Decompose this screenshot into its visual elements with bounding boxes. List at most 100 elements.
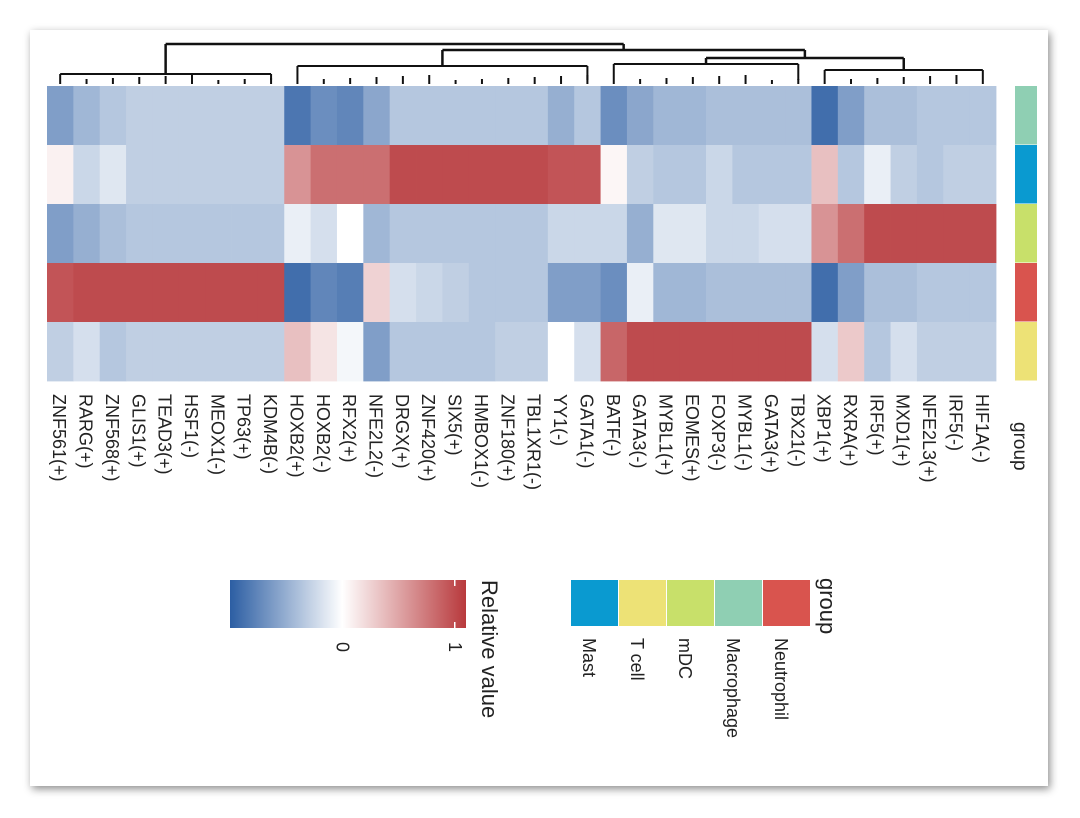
heat-cell [336,145,364,205]
heat-cell [416,145,443,205]
heat-cell [732,263,760,323]
heatmap-chart: ZNF561(+) RARG(+) ZNF568(+) GLIS1(+) TEAD3(+… [47,42,1037,738]
column-label: HSF1(-) [181,394,201,458]
heat-cell [969,263,997,323]
heat-cell [73,145,101,205]
heat-cell [416,204,443,264]
column-label: RXRA(+) [840,394,860,467]
group-legend-title: group [815,578,840,634]
heat-cell [47,263,74,323]
heat-cell [416,322,443,382]
heat-cell [73,86,101,146]
heat-cell [442,322,470,382]
column-label: SIX5(+) [445,394,465,456]
column-label: IRF5(-) [945,394,965,451]
heat-cell [600,145,628,205]
heat-cell [679,145,707,205]
heat-cell [837,145,865,205]
heat-cell [205,322,232,382]
heat-cell [99,263,127,323]
heat-cell [99,145,127,205]
heat-cell [495,322,522,382]
heat-cell [284,263,312,323]
group-legend-swatch [571,580,618,626]
heat-cell [732,322,760,382]
heat-cell [336,322,364,382]
heat-cell [284,86,312,146]
heat-cell [257,322,285,382]
heat-cell [600,263,628,323]
group-legend: group Neutrophil Macrophage mDC T cell Mast [571,578,840,738]
heat-cell [758,322,786,382]
heat-cell [626,204,654,264]
column-label: NFE2L3(+) [919,394,939,483]
heat-cell [416,86,443,146]
heat-cell [389,204,417,264]
column-label: MXD1(+) [893,394,913,467]
column-label: FOXP3(-) [708,394,728,471]
heat-cell [310,86,338,146]
heat-cell [205,204,232,264]
heat-cell [890,86,918,146]
heat-cell [152,322,180,382]
column-label: XBP1(+) [814,394,834,463]
colorbar-tick-label: 0 [332,642,352,652]
column-label: TEAD3(+) [155,394,175,475]
heat-cell [574,322,601,382]
heat-cell [969,322,997,382]
column-label: DRGX(+) [392,394,412,469]
heat-cell [916,322,944,382]
heat-cell [864,204,891,264]
heat-cell [785,263,812,323]
heat-cell [785,86,812,146]
heat-cell [521,145,549,205]
heat-cell [547,145,575,205]
group-bar-cell [1015,145,1037,204]
heat-cell [758,145,786,205]
heat-cell [758,263,786,323]
heat-cell [442,263,470,323]
heat-cell [574,263,601,323]
heat-cell [679,322,707,382]
heat-cell [152,263,180,323]
heat-cell [442,204,470,264]
heat-cell [679,86,707,146]
heat-cell [732,86,760,146]
column-label: TBX21(-) [787,394,807,467]
heat-cell [600,322,628,382]
heat-cell [890,145,918,205]
heat-cell [969,204,997,264]
heat-cell [811,263,839,323]
heat-cell [758,204,786,264]
column-label: GATA3(-) [629,394,649,468]
heat-cell [152,204,180,264]
heat-cell [732,145,760,205]
heat-cell [890,204,918,264]
column-label: MYBL1(-) [735,394,755,471]
heat-cell [600,86,628,146]
column-label: HOXB2(+) [286,394,306,478]
heat-cell [837,263,865,323]
heat-cell [231,204,259,264]
column-labels: ZNF561(+) RARG(+) ZNF568(+) GLIS1(+) TEAD3(+… [49,394,992,490]
heat-cell [389,145,417,205]
heat-cell [336,263,364,323]
heat-cell [943,204,971,264]
heat-cell [626,322,654,382]
heat-cell [574,204,601,264]
heat-cell [178,322,206,382]
heat-cell [231,322,259,382]
heat-cell [152,86,180,146]
heat-cell [785,204,812,264]
heat-cell [47,86,74,146]
heat-cell [178,204,206,264]
heat-cell [47,322,74,382]
heat-cell [284,204,312,264]
heat-cell [495,263,522,323]
heat-cell [758,86,786,146]
heat-cell [574,86,601,146]
heat-cell [231,86,259,146]
colorbar-tick-label: 1 [445,642,465,652]
heat-cell [943,86,971,146]
heat-cell [706,145,733,205]
